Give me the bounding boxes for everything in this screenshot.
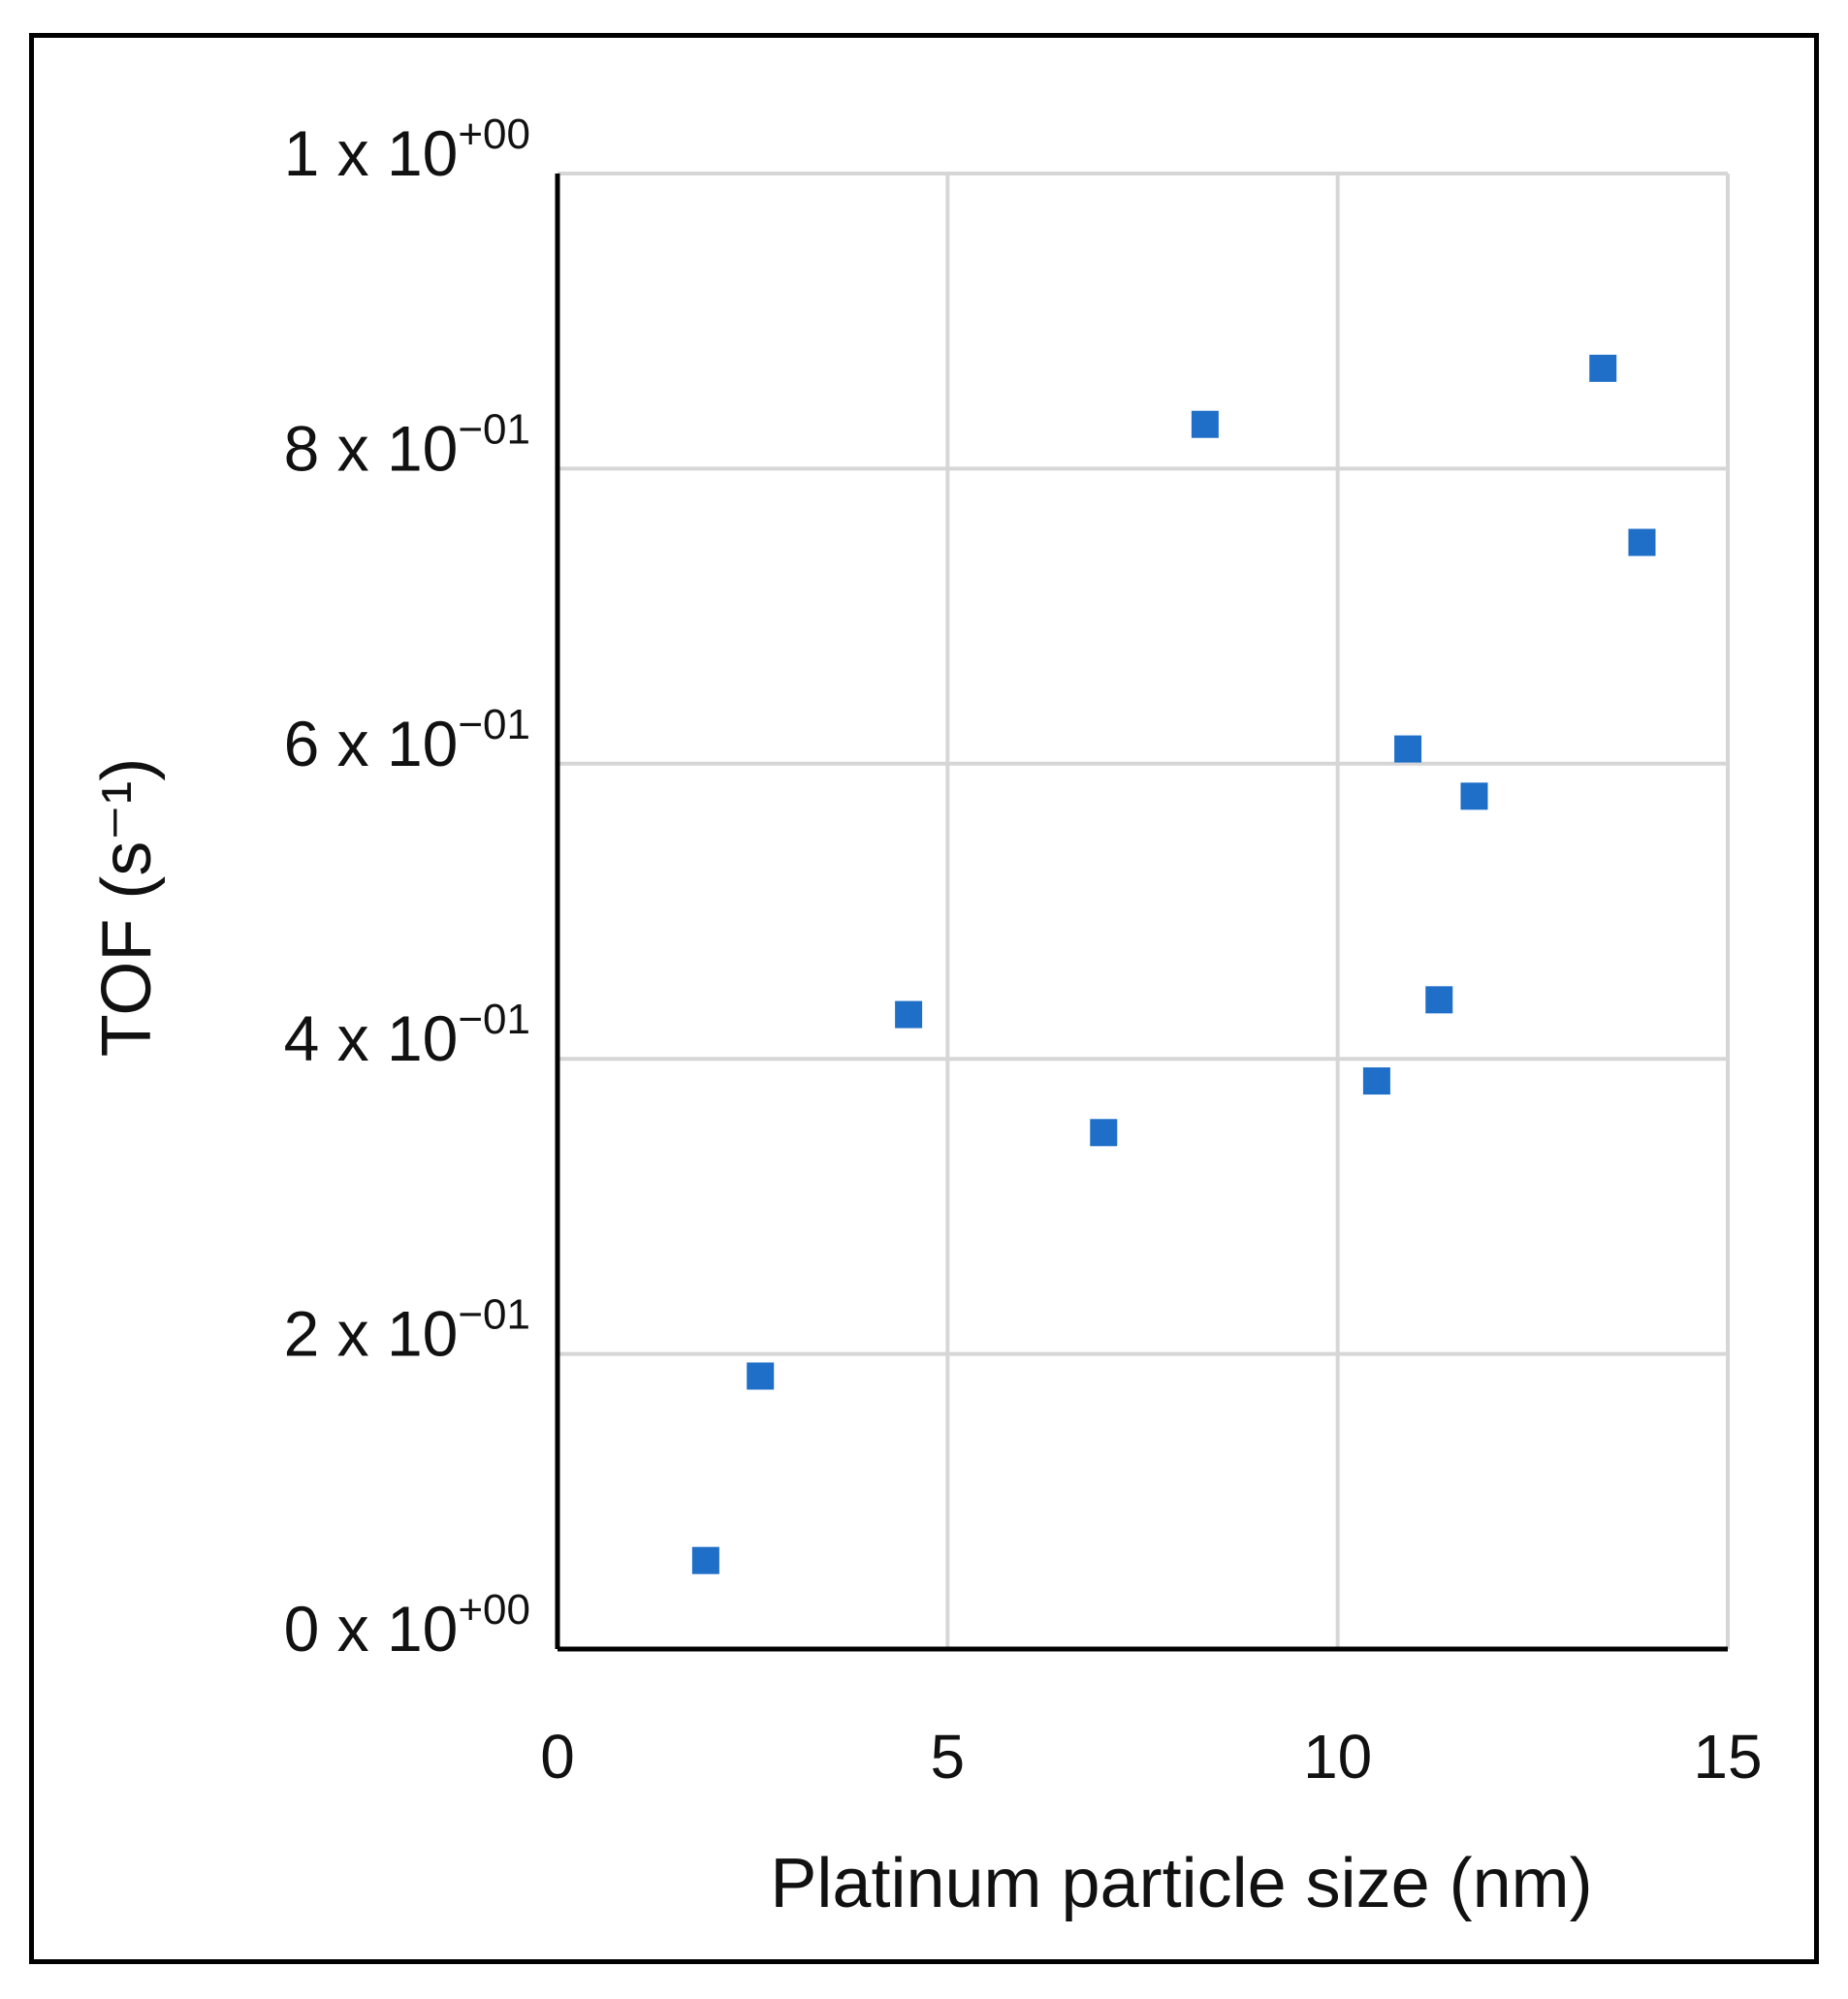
chart-frame: 0 5 10 15 0 x 10+00 2 x 10−01 4 x 10−01 6 x 10−…	[29, 33, 1819, 1964]
data-point	[1460, 782, 1488, 810]
grid-lines	[558, 172, 1730, 1649]
y-tick-label: 1 x 10+00	[284, 111, 530, 189]
scatter-chart: 0 5 10 15 0 x 10+00 2 x 10−01 4 x 10−01 6 x 10−…	[88, 111, 1763, 1922]
data-point	[1191, 410, 1219, 438]
data-point	[1394, 735, 1422, 763]
x-tick-label: 10	[1303, 1722, 1372, 1792]
data-point	[691, 1546, 719, 1574]
y-tick-label: 4 x 10−01	[284, 996, 530, 1074]
data-point	[1628, 528, 1656, 556]
y-tick-label: 8 x 10−01	[284, 405, 530, 484]
data-point	[747, 1362, 775, 1390]
axes	[555, 174, 1728, 1652]
data-point	[1425, 986, 1453, 1014]
tick-labels: 0 5 10 15 0 x 10+00 2 x 10−01 4 x 10−01 6 x 10−…	[284, 111, 1763, 1792]
x-tick-label: 15	[1693, 1722, 1762, 1792]
y-axis-title: TOF (s⁻¹)	[88, 758, 166, 1058]
y-tick-label: 0 x 10+00	[284, 1586, 530, 1665]
data-point	[1090, 1119, 1118, 1147]
y-tick-label: 6 x 10−01	[284, 701, 530, 779]
x-tick-label: 5	[931, 1722, 966, 1792]
y-tick-label: 2 x 10−01	[284, 1291, 530, 1370]
data-points	[691, 354, 1656, 1574]
data-point	[895, 1000, 923, 1029]
data-point	[1589, 354, 1617, 382]
x-tick-label: 0	[540, 1722, 575, 1792]
data-point	[1362, 1067, 1390, 1095]
x-axis-title: Platinum particle size (nm)	[770, 1845, 1592, 1922]
